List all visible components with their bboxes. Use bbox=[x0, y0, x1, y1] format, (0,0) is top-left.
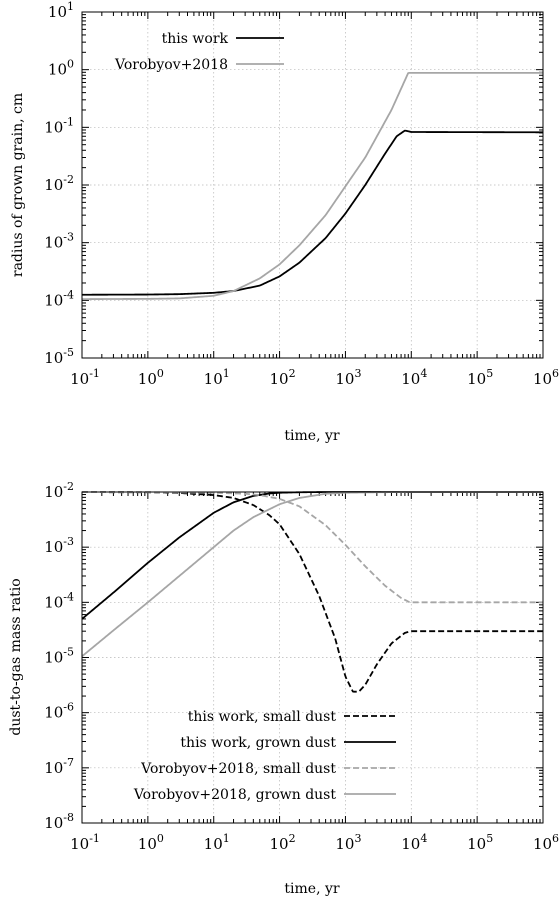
x-tick-label: 105 bbox=[467, 832, 493, 853]
x-axis-label: time, yr bbox=[284, 428, 339, 444]
series-line-0 bbox=[82, 491, 543, 693]
series-line-1 bbox=[82, 71, 543, 301]
chart-grain-radius: 10-1 100 101 102 103 104 105 106 10-5 10-4 10-3 10-… bbox=[10, 0, 559, 444]
x-tick-label: 10-1 bbox=[70, 367, 100, 388]
plot-frame bbox=[81, 491, 544, 824]
x-tick-label: 103 bbox=[335, 367, 361, 388]
legend: this work Vorobyov+2018 bbox=[114, 31, 284, 73]
axis-ticks bbox=[81, 11, 544, 359]
legend-label-1: Vorobyov+2018 bbox=[114, 57, 228, 73]
y-axis-label: radius of grown grain, cm bbox=[10, 93, 26, 277]
y-tick-label: 10-2 bbox=[44, 173, 74, 194]
x-tick-label: 101 bbox=[204, 832, 230, 853]
tick-labels: 10-1 100 101 102 103 104 105 106 10-5 10-4 10-3 10-… bbox=[44, 0, 559, 388]
y-tick-label: 10-8 bbox=[44, 811, 74, 832]
x-tick-label: 102 bbox=[270, 832, 296, 853]
legend-label-0: this work bbox=[162, 31, 229, 47]
y-tick-label: 10-4 bbox=[44, 590, 74, 611]
x-tick-label: 100 bbox=[138, 367, 164, 388]
legend-label-3: Vorobyov+2018, grown dust bbox=[133, 787, 337, 803]
x-tick-label: 106 bbox=[533, 367, 559, 388]
x-tick-label: 102 bbox=[270, 367, 296, 388]
y-tick-label: 101 bbox=[48, 0, 74, 21]
y-axis-label: dust-to-gas mass ratio bbox=[8, 578, 24, 735]
x-tick-label: 101 bbox=[204, 367, 230, 388]
y-tick-label: 10-7 bbox=[44, 756, 74, 777]
y-tick-label: 10-3 bbox=[44, 535, 74, 556]
grid bbox=[82, 492, 543, 823]
plot-frame bbox=[81, 11, 544, 359]
y-tick-label: 10-2 bbox=[44, 480, 74, 501]
tick-labels: 10-1 100 101 102 103 104 105 106 10-8 10-7 10-6 10-… bbox=[44, 480, 559, 853]
legend: this work, small dust this work, grown du… bbox=[133, 709, 396, 803]
y-tick-label: 10-1 bbox=[44, 115, 74, 136]
y-tick-label: 10-4 bbox=[44, 288, 74, 309]
series-lines bbox=[81, 491, 543, 693]
x-tick-label: 105 bbox=[467, 367, 493, 388]
x-axis-label: time, yr bbox=[284, 881, 339, 897]
x-tick-label: 106 bbox=[533, 832, 559, 853]
x-tick-label: 103 bbox=[335, 832, 361, 853]
x-tick-label: 104 bbox=[401, 832, 427, 853]
y-tick-label: 10-5 bbox=[44, 646, 74, 667]
series-line-0 bbox=[82, 129, 543, 296]
y-tick-label: 10-6 bbox=[44, 701, 74, 722]
y-tick-label: 10-3 bbox=[44, 231, 74, 252]
x-tick-label: 10-1 bbox=[70, 832, 100, 853]
series-lines bbox=[82, 71, 543, 301]
legend-label-1: this work, grown dust bbox=[180, 735, 336, 751]
y-tick-label: 100 bbox=[48, 58, 74, 79]
chart-dust-to-gas: 10-1 100 101 102 103 104 105 106 10-8 10-7 10-6 10-… bbox=[8, 480, 559, 897]
x-tick-label: 100 bbox=[138, 832, 164, 853]
legend-label-2: Vorobyov+2018, small dust bbox=[140, 761, 336, 777]
legend-label-0: this work, small dust bbox=[188, 709, 337, 725]
x-tick-label: 104 bbox=[401, 367, 427, 388]
y-tick-label: 10-5 bbox=[44, 346, 74, 367]
